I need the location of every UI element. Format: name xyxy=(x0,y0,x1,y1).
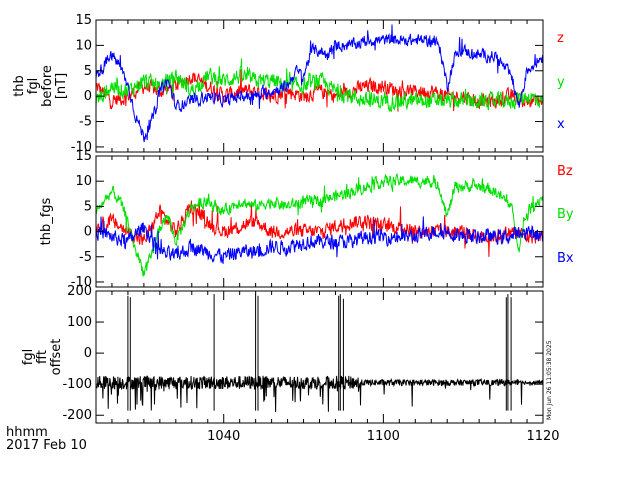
legend-By: By xyxy=(557,207,574,222)
ytick-label-fgl-before: -5 xyxy=(79,115,92,130)
legend-z: z xyxy=(557,31,564,46)
ytick-label-fgs: 10 xyxy=(75,174,92,189)
ylabel-fgl-before: before xyxy=(40,65,55,107)
series-fgl-before-x xyxy=(95,24,544,143)
timestamp: Mon Jun 26 11:05:38 2025 xyxy=(546,340,553,420)
x-axis-caption: 2017 Feb 10 xyxy=(6,438,87,453)
ytick-label-offset: -100 xyxy=(62,377,92,392)
ytick-label-fgs: -10 xyxy=(71,275,92,290)
legend-y: y xyxy=(557,75,565,90)
series-fgl-before-y xyxy=(95,58,544,113)
ytick-label-offset: 100 xyxy=(67,315,92,330)
series-fgs-Bz xyxy=(95,200,544,257)
legend-Bx: Bx xyxy=(557,251,574,266)
xtick-label-1100: 1100 xyxy=(367,429,400,444)
ylabel-offset: offset xyxy=(49,339,64,376)
panel-frame-offset xyxy=(95,290,544,424)
xtick-label-1120: 1120 xyxy=(526,429,559,444)
ytick-label-fgl-before: 5 xyxy=(84,64,92,79)
ytick-label-fgs: 15 xyxy=(75,149,92,164)
ytick-label-fgs: 0 xyxy=(84,225,92,240)
ytick-label-fgs: -5 xyxy=(79,250,92,265)
legend-x: x xyxy=(557,117,565,132)
ytick-label-offset: 0 xyxy=(84,346,92,361)
x-axis-caption: hhmm xyxy=(6,425,48,440)
ylabel-offset: fgl xyxy=(21,349,36,365)
xtick-label-1040: 1040 xyxy=(207,429,240,444)
legend-Bz: Bz xyxy=(557,164,573,179)
ylabel-offset: fft xyxy=(35,350,50,364)
ylabel-fgl-before: thb xyxy=(12,75,27,97)
ylabel-fgl-before: fgl xyxy=(26,78,41,94)
ylabel-fgl-before: [nT] xyxy=(54,73,69,99)
ytick-label-fgs: 5 xyxy=(84,199,92,214)
ylabel-fgs: thb_fgs xyxy=(39,197,54,245)
series-fgs-Bx xyxy=(95,216,544,264)
series-fgs-By xyxy=(95,172,544,277)
ytick-label-offset: -200 xyxy=(62,408,92,423)
ytick-label-offset: 200 xyxy=(67,284,92,299)
ytick-label-fgl-before: 15 xyxy=(75,13,92,28)
ytick-label-fgl-before: 10 xyxy=(75,38,92,53)
ytick-label-fgl-before: -10 xyxy=(71,140,92,155)
series-offset-offset xyxy=(95,294,544,413)
ytick-label-fgl-before: 0 xyxy=(84,89,92,104)
